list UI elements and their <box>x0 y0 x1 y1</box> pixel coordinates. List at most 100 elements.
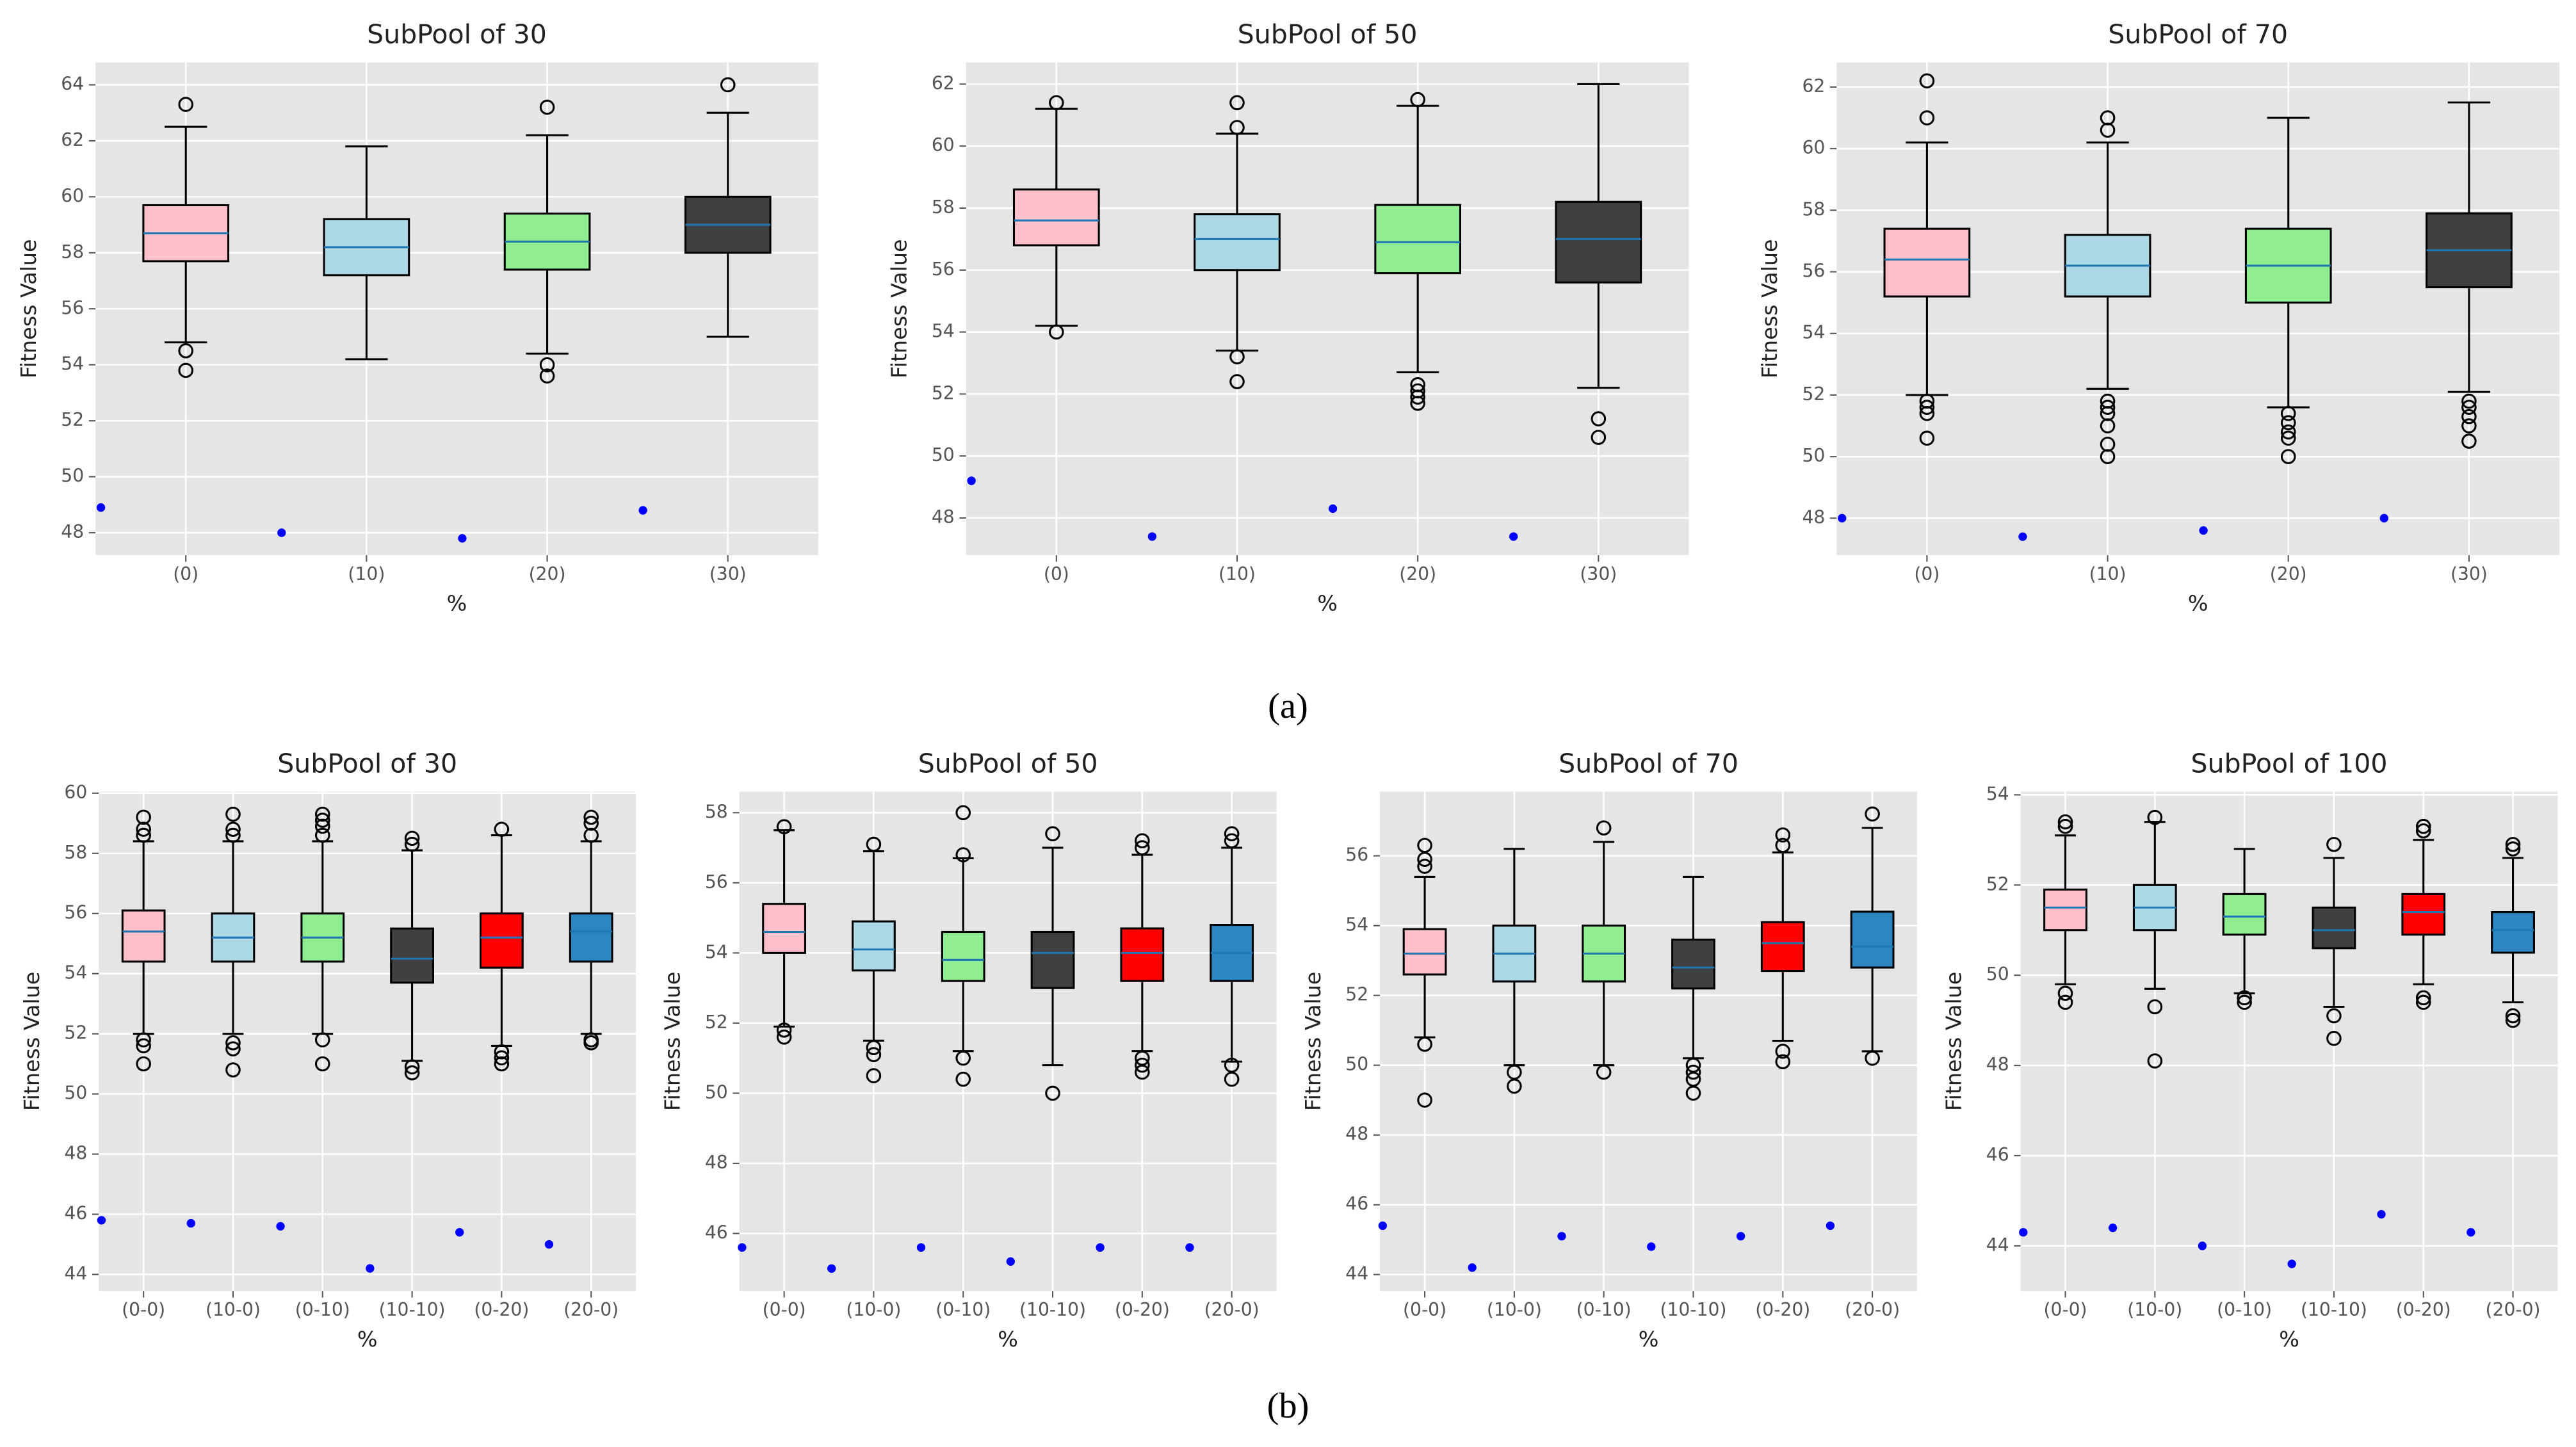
y-tick-label: 64 <box>61 73 84 94</box>
outlier <box>2147 1053 2163 1069</box>
point <box>2287 1259 2296 1268</box>
x-tick-label: (10-0) <box>2127 1299 2182 1320</box>
outlier <box>1919 73 1935 89</box>
point <box>967 476 976 485</box>
outlier <box>1229 95 1245 111</box>
x-tick-label: (10) <box>2089 563 2126 585</box>
box <box>569 912 613 963</box>
outlier <box>1919 400 1935 415</box>
x-tick-label: (0) <box>1044 563 1069 585</box>
box <box>1012 188 1100 247</box>
outlier <box>2280 424 2296 440</box>
y-axis-label: Fitness Value <box>1941 972 1966 1112</box>
outlier <box>314 1056 330 1072</box>
outlier <box>136 1038 151 1054</box>
x-tick-label: (0-0) <box>763 1299 806 1320</box>
outlier <box>583 827 599 843</box>
outlier <box>1045 826 1060 841</box>
outlier <box>2326 1030 2342 1046</box>
chart-title: SubPool of 100 <box>2191 748 2388 779</box>
point <box>1147 532 1157 541</box>
box <box>479 912 524 969</box>
x-tick-label: (0-0) <box>2043 1299 2087 1320</box>
panel-label: (a) <box>1268 686 1308 726</box>
chart-title: SubPool of 70 <box>2108 19 2288 49</box>
outlier <box>314 1032 330 1047</box>
y-tick-label: 62 <box>932 72 955 93</box>
box <box>1760 921 1805 973</box>
point <box>1647 1242 1656 1251</box>
outlier <box>2326 1008 2342 1024</box>
point <box>1468 1263 1477 1272</box>
outlier <box>1507 1078 1522 1094</box>
y-tick-label: 52 <box>705 1012 728 1033</box>
y-axis-label: Fitness Value <box>1757 239 1782 378</box>
point <box>916 1243 926 1252</box>
x-tick-label: (0) <box>173 563 198 585</box>
outlier <box>776 819 792 835</box>
outlier <box>2280 430 2296 446</box>
y-tick-label: 54 <box>64 962 87 983</box>
y-tick-label: 56 <box>61 297 84 318</box>
box <box>1030 930 1075 989</box>
point <box>1826 1221 1835 1231</box>
point <box>1096 1243 1105 1252</box>
y-tick-label: 48 <box>1802 506 1825 528</box>
point <box>2467 1228 2475 1237</box>
outlier <box>2237 994 2252 1010</box>
outlier <box>1417 1092 1432 1108</box>
outlier <box>136 827 151 843</box>
x-axis-label: % <box>2188 591 2208 616</box>
outlier <box>136 809 151 825</box>
y-tick-label: 48 <box>61 521 84 542</box>
y-axis-label: Fitness Value <box>1300 972 1325 1112</box>
outlier <box>539 368 555 384</box>
x-tick-label: (20-0) <box>563 1299 619 1320</box>
outlier <box>955 1050 971 1066</box>
y-tick-label: 44 <box>64 1263 87 1284</box>
outlier <box>866 1047 882 1062</box>
y-tick-label: 48 <box>64 1143 87 1164</box>
outlier <box>314 812 330 828</box>
outlier <box>1229 349 1245 365</box>
y-tick-label: 60 <box>61 185 84 206</box>
outlier <box>1775 1044 1791 1059</box>
x-tick-label: (10-0) <box>1487 1299 1542 1320</box>
outlier <box>2100 400 2116 415</box>
outlier <box>404 1059 420 1075</box>
x-tick-label: (10-0) <box>846 1299 901 1320</box>
outlier <box>2415 994 2431 1010</box>
y-tick-label: 54 <box>1345 914 1368 935</box>
point <box>96 503 106 512</box>
box <box>121 909 166 963</box>
box <box>2043 888 2087 932</box>
x-tick-label: (0-20) <box>474 1299 529 1320</box>
outlier <box>494 1050 510 1066</box>
x-tick-label: (10-10) <box>379 1299 446 1320</box>
x-tick-label: (0-20) <box>2396 1299 2451 1320</box>
x-tick-label: (0-20) <box>1755 1299 1810 1320</box>
outlier <box>1135 1064 1150 1080</box>
x-tick-label: (10) <box>1219 563 1256 585</box>
y-tick-label: 50 <box>1986 964 2009 985</box>
y-tick-label: 52 <box>1345 984 1368 1005</box>
outlier <box>955 1071 971 1087</box>
outlier <box>2461 433 2477 449</box>
plot-area <box>1836 62 2560 556</box>
y-tick-label: 62 <box>61 129 84 150</box>
plot-area <box>2020 791 2558 1291</box>
box <box>1850 910 1895 969</box>
plot-area <box>1380 791 1917 1291</box>
outlier <box>2057 818 2073 834</box>
outlier <box>1591 411 1607 426</box>
outlier <box>314 818 330 834</box>
outlier <box>2461 408 2477 424</box>
outlier <box>2461 418 2477 433</box>
point <box>1736 1232 1746 1241</box>
outlier <box>1417 852 1432 867</box>
outlier <box>136 1056 151 1072</box>
outlier <box>720 77 736 93</box>
y-tick-label: 52 <box>61 409 84 430</box>
outlier <box>1135 1057 1150 1073</box>
